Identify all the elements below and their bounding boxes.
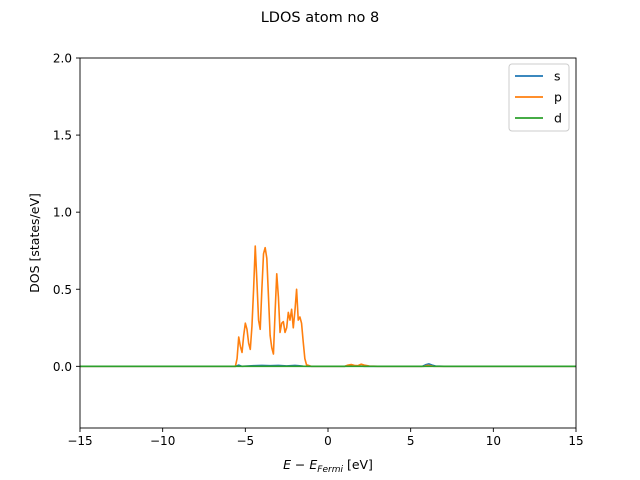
y-tick-label: 0.0 [53,360,72,374]
x-tick-label: 15 [568,434,583,448]
y-tick-label: 1.0 [53,206,72,220]
y-tick-label: 2.0 [53,52,72,66]
x-axis-label-subscript: Fermi [317,465,343,475]
legend-label-s: s [554,69,561,84]
plot-frame [79,57,577,429]
y-axis-label: DOS [states/eV] [27,193,42,293]
x-tick-label: 10 [486,434,501,448]
legend-label-d: d [554,111,562,126]
y-tick-label: 0.5 [53,283,72,297]
x-tick-label: −10 [150,434,175,448]
x-axis-label: E − EFermi [eV] [283,457,373,475]
legend-label-p: p [554,90,562,105]
legend: spd [508,63,570,132]
y-axis: 0.0 0.5 1.0 1.5 2.0 [53,52,80,374]
x-tick-label: −15 [67,434,92,448]
series-layer [80,245,576,368]
x-tick-label: 0 [324,434,332,448]
y-tick-label: 1.5 [53,129,72,143]
x-axis-label-unit: [eV] [343,457,373,472]
series-line-p [80,245,576,368]
chart-title: LDOS atom no 8 [261,10,380,26]
x-tick-label: −5 [236,434,254,448]
x-axis-label-main: E − E [283,457,317,472]
x-tick-label: 5 [407,434,415,448]
x-axis: −15 −10 −5 0 5 10 15 [67,428,584,448]
